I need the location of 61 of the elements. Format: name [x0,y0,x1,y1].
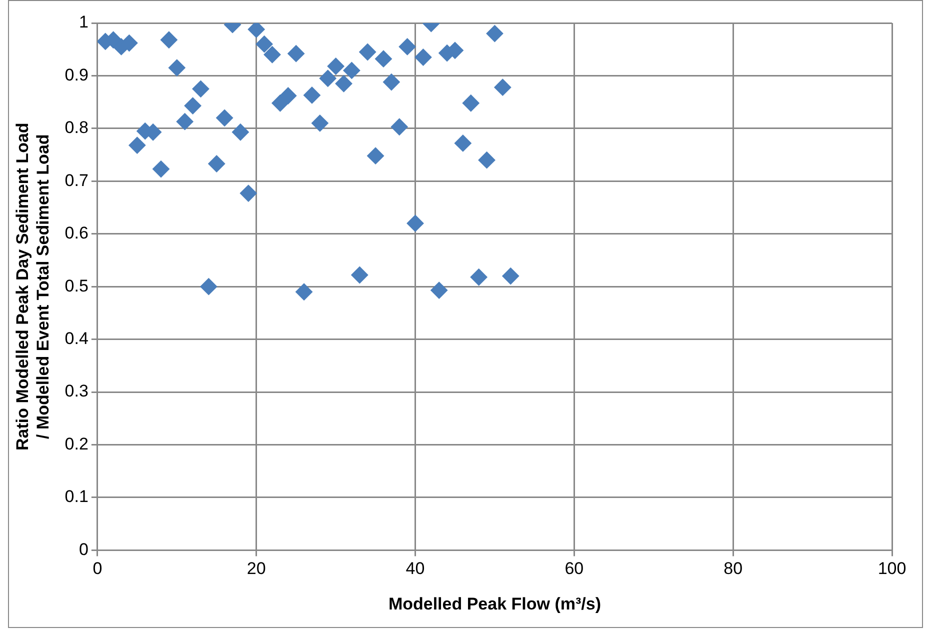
point [414,48,432,66]
point [311,114,328,132]
y-tick-label: 0.9 [64,65,88,84]
y-tick-label: 0 [78,540,88,559]
point [280,87,297,104]
y-tick-label: 0.1 [64,487,88,506]
point [486,25,504,42]
y-tick-label: 1 [78,12,88,32]
point [454,134,472,152]
point [288,45,305,62]
point [208,155,226,172]
point [248,23,265,38]
x-tick-label: 20 [246,559,266,578]
point [128,136,146,154]
point [272,94,289,112]
point [200,278,218,296]
y-axis-title: Ratio Modelled Peak Day Sediment Load / Modelled Event Total Sediment Load [12,122,52,451]
x-tick-label: 100 [878,559,906,578]
y-tick-label: 0.7 [64,170,88,190]
x-tick-label: 0 [92,559,102,578]
point [160,31,178,48]
point [398,38,416,56]
point [327,58,344,75]
point [296,283,313,300]
point [382,74,400,91]
point [470,268,488,286]
x-axis-title: Modelled Peak Flow (m³/s) [388,594,601,614]
point [184,97,202,114]
point [232,124,249,141]
y-tick-label: 0.4 [64,329,88,348]
point [367,147,384,164]
point [216,109,234,126]
point [168,59,186,76]
point [303,86,320,104]
point [502,268,520,285]
point [494,78,512,96]
point [374,50,392,68]
point [359,43,376,60]
point [256,36,273,53]
point [264,46,281,64]
x-tick-label: 60 [564,559,584,578]
y-tick-label: 0.6 [64,224,88,243]
point [462,94,480,112]
point [335,75,352,92]
y-tick-label: 0.2 [64,434,88,454]
y-tick-label: 0.8 [64,118,88,138]
point [176,113,194,130]
point [406,214,424,232]
point [351,266,368,284]
point [343,62,360,79]
point [390,118,408,136]
point [478,152,496,169]
point [240,184,257,202]
y-tick-label: 0.3 [64,382,88,401]
point [430,282,448,299]
point [319,70,336,87]
point [192,80,210,98]
y-tick-label: 0.5 [64,276,88,296]
x-tick-label: 80 [724,559,743,578]
x-tick-label: 40 [406,559,425,578]
point [152,160,170,178]
